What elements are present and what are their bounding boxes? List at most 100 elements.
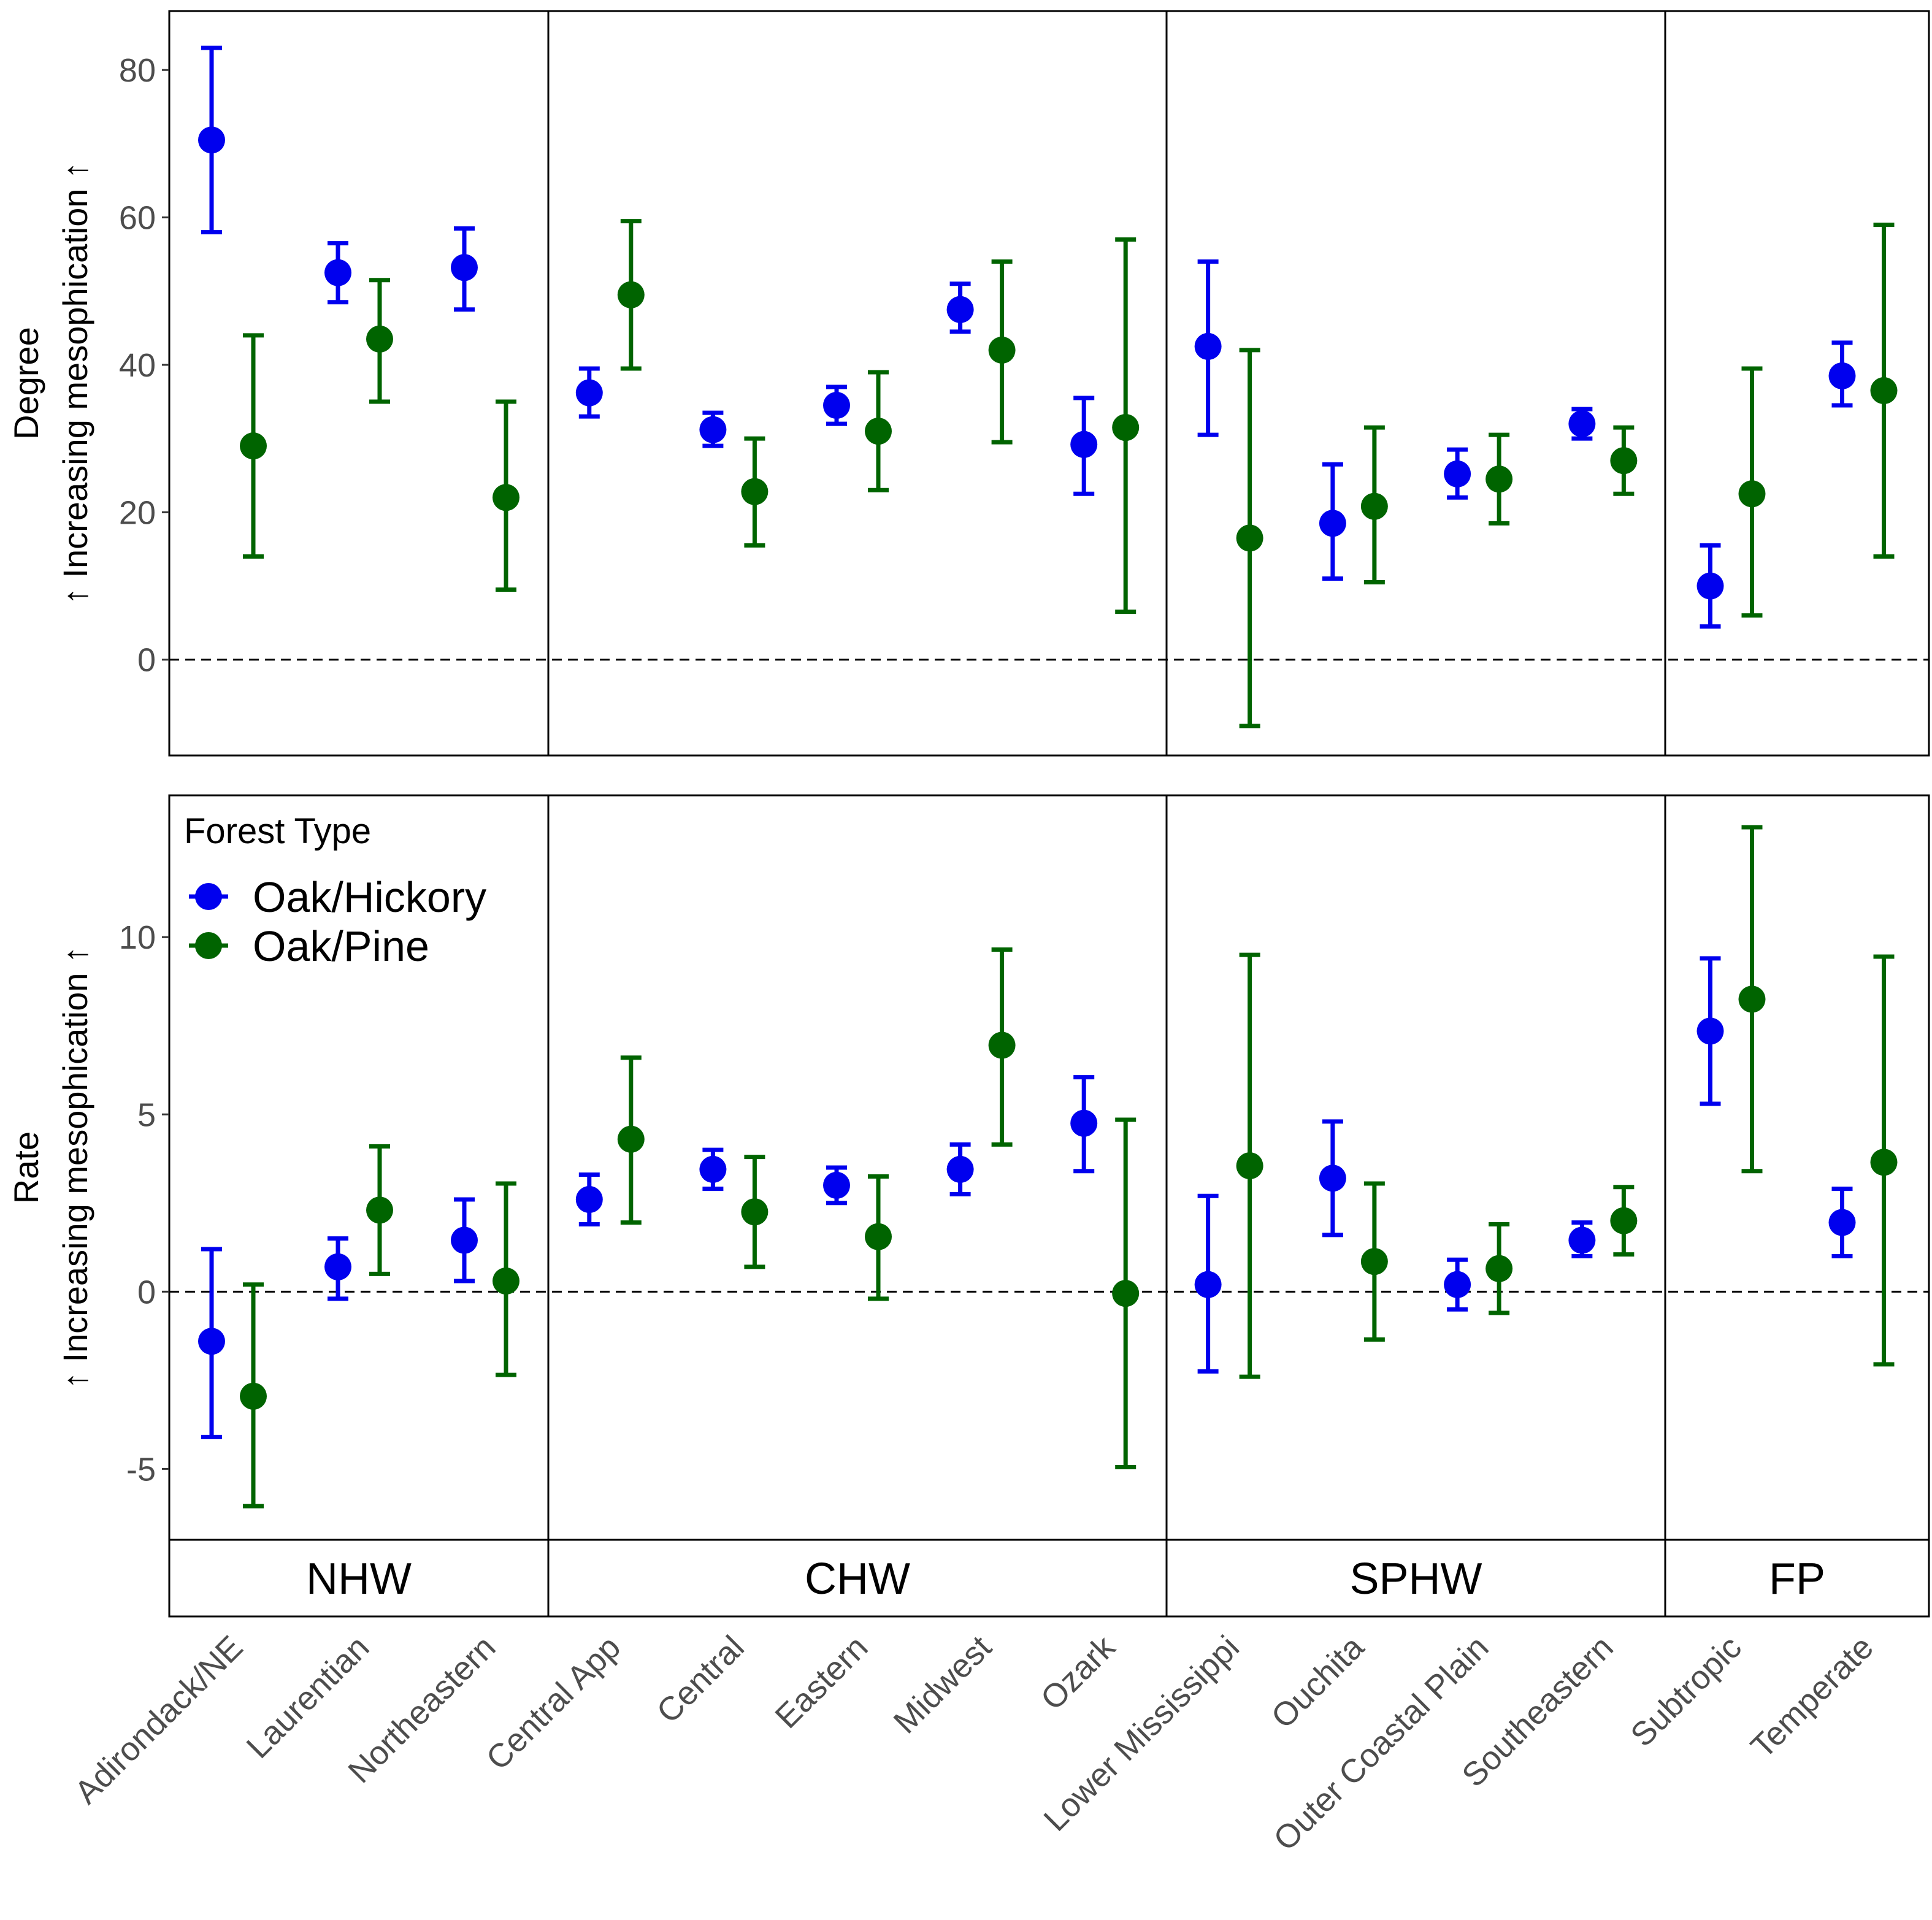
errorbar-oak-pine-central [741, 1155, 769, 1269]
panel-1-ytick-label: 10 [119, 919, 156, 956]
errorbar-oak-pine-ouchita [1360, 425, 1388, 585]
estimate-point [1319, 510, 1346, 537]
estimate-point [741, 1198, 769, 1226]
errorbar-oak-pine-outer-coastal-plain [1485, 432, 1513, 526]
panel-1-ylabel-title: Rate [7, 1131, 45, 1204]
estimate-point [617, 1125, 645, 1153]
estimate-point [1870, 377, 1898, 405]
estimate-point [1070, 430, 1098, 458]
panel-1-ylabel-subtitle: ↑ Increasing mesophication ↑ [56, 946, 94, 1389]
estimate-point [1319, 1165, 1346, 1192]
errorbar-oak-hickory-lower-mississippi [1194, 259, 1222, 437]
errorbar-oak-hickory-eastern [823, 384, 850, 426]
facet-strip [168, 1539, 1930, 1618]
errorbar-oak-pine-central-app [617, 219, 645, 371]
errorbar-oak-hickory-northeastern [451, 1197, 478, 1283]
estimate-point [1112, 414, 1140, 442]
estimate-point [1568, 410, 1596, 438]
estimate-point [1360, 492, 1388, 520]
estimate-point [575, 379, 603, 407]
errorbar-oak-pine-outer-coastal-plain [1485, 1222, 1513, 1315]
panel-0-ylabel-subtitle: ↑ Increasing mesophication ↑ [56, 162, 94, 605]
estimate-point [493, 484, 519, 511]
estimate-point [1870, 1149, 1898, 1176]
estimate-point [617, 281, 645, 308]
errorbar-oak-hickory-temperate [1828, 1187, 1856, 1259]
panel-0-ylabel-title: Degree [7, 327, 45, 440]
errorbar-oak-pine-ouchita [1360, 1181, 1388, 1342]
estimate-point [1485, 1255, 1513, 1282]
errorbar-oak-hickory-northeastern [451, 226, 478, 312]
panel-0-frame [168, 10, 1930, 757]
estimate-point [324, 1253, 351, 1280]
estimate-point [1070, 1109, 1098, 1137]
panel-0-ytick-label: 20 [119, 494, 156, 531]
errorbar-oak-hickory-subtropic [1696, 956, 1724, 1106]
facet-label-fp: FP [1769, 1555, 1825, 1604]
errorbar-oak-hickory-southeastern [1568, 1220, 1596, 1259]
facet-label-chw: CHW [805, 1555, 910, 1604]
errorbar-oak-hickory-outer-coastal-plain [1444, 1257, 1471, 1312]
errorbar-oak-hickory-central-app [575, 366, 603, 419]
errorbar-oak-hickory-midwest [946, 281, 974, 334]
panel-1-ytick-label: 0 [137, 1274, 156, 1310]
legend-key-point [195, 883, 222, 910]
estimate-point [699, 416, 727, 443]
errorbar-oak-hickory-central-app [575, 1172, 603, 1226]
legend-label-oak-pine: Oak/Pine [253, 922, 429, 970]
errorbar-oak-pine-temperate [1870, 223, 1898, 559]
estimate-point [1738, 985, 1766, 1013]
errorbar-oak-hickory-central [699, 1147, 727, 1191]
facet-label-nhw: NHW [306, 1555, 412, 1604]
errorbar-oak-pine-midwest [988, 947, 1016, 1147]
estimate-point [366, 1196, 393, 1224]
errorbar-oak-hickory-laurentian [324, 241, 351, 305]
estimate-point [865, 1223, 892, 1250]
errorbar-oak-pine-ozark [1112, 1117, 1140, 1469]
estimate-point [1610, 447, 1638, 475]
errorbar-oak-pine-central-app [617, 1055, 645, 1225]
estimate-point [1194, 332, 1222, 360]
estimate-point [240, 1382, 267, 1410]
errorbar-oak-hickory-laurentian [324, 1236, 351, 1301]
estimate-point [988, 1031, 1016, 1059]
legend-key-point [195, 932, 222, 959]
estimate-point [451, 254, 478, 281]
errorbar-oak-hickory-ozark [1070, 1075, 1098, 1174]
estimate-point [366, 325, 393, 353]
panel-1-ytick-label: 5 [137, 1096, 156, 1133]
errorbar-oak-pine-southeastern [1610, 425, 1638, 496]
errorbar-oak-pine-eastern [865, 1174, 892, 1301]
estimate-point [1738, 480, 1766, 508]
estimate-point [1360, 1248, 1388, 1276]
estimate-point [741, 478, 769, 505]
errorbar-oak-pine-subtropic [1738, 825, 1766, 1174]
panel-0-ytick-label: 40 [119, 347, 156, 384]
errorbar-oak-hickory-temperate [1828, 340, 1856, 408]
errorbar-oak-pine-adirondack-ne [240, 333, 267, 559]
estimate-point [1828, 362, 1856, 389]
errorbar-oak-pine-southeastern [1610, 1185, 1638, 1257]
errorbar-oak-hickory-midwest [946, 1142, 974, 1196]
estimate-point [1444, 460, 1471, 488]
estimate-point [1444, 1271, 1471, 1298]
errorbar-oak-hickory-ozark [1070, 396, 1098, 496]
errorbar-oak-pine-northeastern [493, 1181, 519, 1377]
errorbar-oak-pine-eastern [865, 370, 892, 492]
estimate-point [946, 296, 974, 323]
errorbar-oak-pine-central [741, 436, 769, 548]
panel-0-ytick-label: 60 [119, 200, 156, 237]
estimate-point [575, 1186, 603, 1214]
estimate-point [1568, 1226, 1596, 1254]
facet-label-sphw: SPHW [1350, 1555, 1482, 1604]
errorbar-oak-pine-subtropic [1738, 366, 1766, 618]
estimate-point [946, 1155, 974, 1183]
estimate-point [1485, 465, 1513, 493]
errorbar-oak-pine-adirondack-ne [240, 1282, 267, 1509]
panel-0-ytick-label: 80 [119, 52, 156, 89]
estimate-point [988, 336, 1016, 364]
panel-1-ytick-label: -5 [126, 1451, 156, 1488]
estimate-point [1194, 1271, 1222, 1298]
errorbar-oak-pine-lower-mississippi [1236, 348, 1263, 729]
estimate-point [1828, 1209, 1856, 1236]
